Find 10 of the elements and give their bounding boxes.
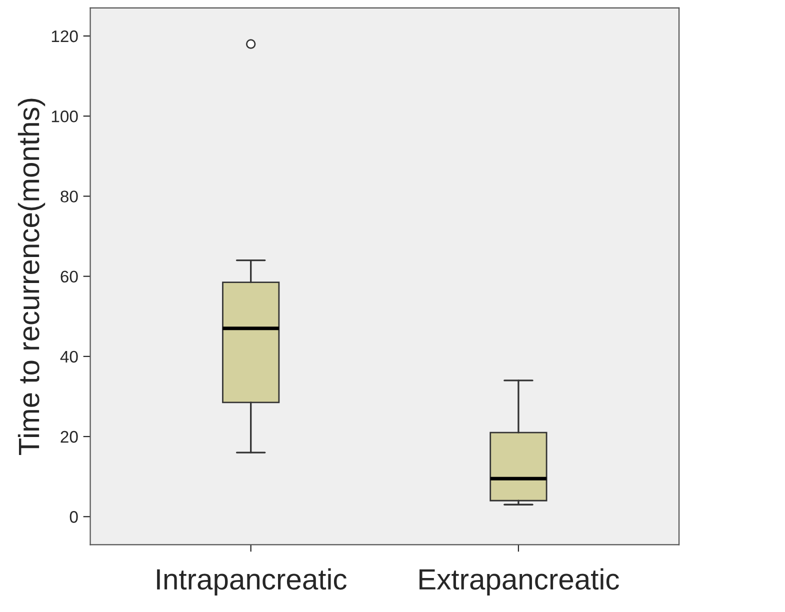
y-tick-label: 80 bbox=[60, 190, 78, 202]
y-tick-label: 120 bbox=[52, 30, 78, 42]
y-axis-title: Time to recurrence(months) bbox=[18, 98, 46, 456]
y-tick-label: 0 bbox=[70, 511, 78, 523]
y-tick-label: 20 bbox=[60, 430, 78, 443]
y-tick-label: 100 bbox=[52, 110, 78, 122]
y-tick-label: 60 bbox=[60, 270, 78, 283]
y-tick-label: 40 bbox=[60, 350, 78, 363]
x-tick-label: Intrapancreatic bbox=[157, 568, 347, 596]
x-tick-label: Extrapancreatic bbox=[420, 568, 620, 596]
